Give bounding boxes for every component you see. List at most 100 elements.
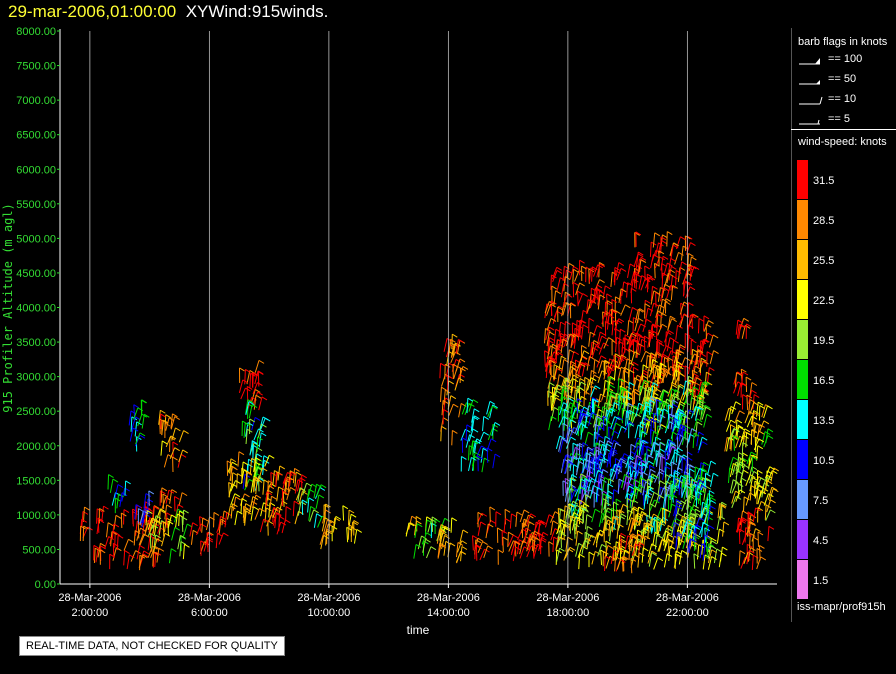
- barb-flag: [156, 538, 163, 543]
- barb-staff: [426, 546, 432, 559]
- barb-flag: [710, 460, 717, 465]
- barb-staff: [591, 509, 596, 523]
- barb-flag: [662, 507, 669, 512]
- barb-cluster: [238, 359, 268, 411]
- barb-flag: [573, 512, 580, 516]
- barb-flag: [278, 486, 284, 491]
- barb-flag: [686, 235, 693, 240]
- barb-flag: [609, 408, 616, 412]
- barb-staff: [608, 395, 612, 410]
- barb-flag: [638, 402, 645, 407]
- barb-flag: [156, 520, 162, 525]
- barb-staff: [249, 458, 253, 474]
- barb-staff: [671, 370, 677, 384]
- barb-staff: [645, 395, 652, 408]
- barb-flag: [678, 349, 685, 354]
- barb-staff: [427, 519, 432, 533]
- barb-flag: [676, 363, 682, 368]
- barb-flag: [450, 395, 457, 400]
- barb-staff: [533, 544, 538, 558]
- barb-flag: [144, 506, 150, 511]
- barb-flag: [680, 500, 687, 505]
- barb-flag: [579, 282, 585, 287]
- barb-flag: [163, 521, 169, 526]
- barb-flag: [473, 408, 480, 413]
- x-tick-date: 28-Mar-2006: [178, 592, 241, 604]
- barb-flag: [614, 416, 620, 421]
- barb-staff: [253, 457, 256, 473]
- barb-flag: [659, 468, 665, 473]
- barb-flag: [608, 314, 615, 319]
- barb-staff: [544, 301, 550, 314]
- barb-flag: [139, 434, 146, 439]
- barb-staff: [260, 417, 266, 430]
- barb-flag: [559, 435, 566, 440]
- barb-staff: [746, 416, 753, 428]
- barb-flag: [618, 318, 625, 323]
- barb-flag: [168, 489, 175, 494]
- barb-flag: [611, 308, 617, 313]
- barb-staff: [563, 321, 566, 337]
- barb-flag: [449, 542, 456, 547]
- barb-flag: [596, 288, 603, 292]
- barb-flag: [164, 422, 171, 427]
- barb-staff: [657, 287, 661, 302]
- barb-staff: [591, 340, 595, 355]
- barb-flag: [640, 256, 647, 261]
- barb-flag: [462, 529, 469, 534]
- barb-flag: [261, 396, 268, 401]
- barb-flag: [703, 391, 709, 396]
- barb-staff: [678, 424, 682, 440]
- barb-staff: [439, 387, 442, 403]
- barb-flag: [631, 492, 637, 497]
- barb-staff: [633, 375, 638, 389]
- barb-flag: [497, 527, 503, 532]
- barb-flag: [410, 522, 416, 527]
- barb-flag: [582, 324, 589, 329]
- barb-flag: [591, 411, 597, 416]
- barb-staff: [640, 351, 647, 363]
- barb-staff: [764, 504, 767, 520]
- barb-staff: [630, 278, 634, 294]
- barb-staff: [596, 263, 601, 278]
- barb-flag: [730, 419, 736, 424]
- barb-flag: [693, 313, 699, 318]
- barb-flag: [627, 402, 634, 407]
- barb-flag: [172, 456, 178, 461]
- barb-staff: [750, 429, 753, 445]
- barb-staff: [286, 487, 291, 501]
- barb-flag: [692, 348, 698, 353]
- barb-flag: [656, 534, 663, 539]
- barb-flag: [590, 299, 597, 304]
- barb-staff: [700, 502, 704, 517]
- barb-staff: [731, 490, 736, 504]
- barb-staff: [744, 411, 750, 424]
- barb-flag: [582, 476, 589, 481]
- barb-flag: [691, 478, 697, 483]
- barb-flag: [696, 418, 703, 423]
- barb-staff: [439, 363, 442, 379]
- barb-flag: [583, 503, 590, 507]
- barb-flag: [733, 435, 739, 440]
- barb-staff: [242, 474, 246, 489]
- barb-flag: [610, 393, 616, 398]
- barb-cluster: [79, 506, 93, 542]
- barb-flag: [641, 529, 648, 534]
- barb-staff: [591, 551, 596, 565]
- barb-flag: [325, 509, 331, 514]
- barb-staff: [443, 389, 446, 405]
- barb-staff: [649, 374, 655, 388]
- barb-staff: [624, 421, 630, 433]
- barb-flag: [607, 490, 614, 495]
- barb-flag: [619, 509, 625, 514]
- barb-flag: [678, 410, 685, 415]
- barb-flag: [579, 319, 586, 324]
- barb-flag: [637, 458, 644, 462]
- barb-flag: [771, 486, 778, 491]
- barb-flag: [618, 378, 625, 383]
- barb-flag: [313, 509, 319, 514]
- barb-flag: [232, 461, 238, 466]
- barb-flag: [572, 378, 579, 383]
- barb-flag: [657, 339, 663, 343]
- barb-flag: [698, 317, 705, 322]
